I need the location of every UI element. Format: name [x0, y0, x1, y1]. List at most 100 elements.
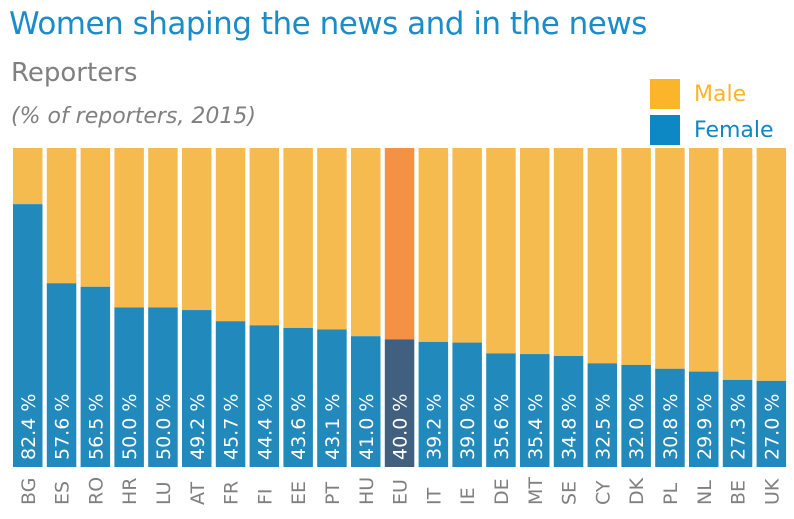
bar-female-it	[418, 341, 449, 467]
legend-swatch-female	[650, 115, 680, 145]
bar-male-at	[182, 148, 212, 311]
bar-female-de	[486, 353, 516, 467]
data-label: 27.0 %	[761, 394, 783, 460]
data-label: 45.7 %	[221, 394, 243, 460]
category-label: NL	[694, 480, 716, 505]
chart-title: Women shaping the news and in the news	[9, 6, 647, 42]
bar-female-hu	[351, 336, 381, 467]
bar-female-ro	[80, 286, 111, 467]
data-label: 35.6 %	[491, 394, 513, 460]
bar-female-ie	[452, 342, 482, 467]
bar-male-se	[553, 148, 584, 356]
data-label: 44.4 %	[254, 394, 276, 460]
category-label: EE	[288, 481, 310, 505]
bar-female-nl	[689, 371, 719, 467]
data-label: 56.5 %	[85, 394, 107, 460]
bar-male-ie	[452, 148, 482, 343]
category-label: BE	[728, 480, 750, 505]
bar-male-uk	[756, 148, 787, 381]
legend-label-male: Male	[694, 81, 747, 107]
data-label: 43.1 %	[322, 394, 344, 460]
bar-male-ee	[283, 148, 313, 328]
category-label: UK	[761, 478, 783, 505]
data-label: 57.6 %	[52, 394, 74, 460]
bar-female-hr	[114, 307, 144, 467]
category-label: IE	[457, 487, 479, 505]
legend: Male Female	[650, 76, 774, 148]
bar-female-mt	[520, 354, 550, 467]
category-label: FI	[254, 488, 276, 505]
category-label: ES	[52, 481, 74, 505]
data-label: 41.0 %	[356, 394, 378, 460]
data-label: 29.9 %	[694, 394, 716, 460]
bar-female-se	[553, 355, 584, 467]
data-label: 50.0 %	[153, 394, 175, 460]
bar-male-cy	[587, 148, 618, 364]
bar-male-lu	[148, 148, 178, 308]
data-label: 43.6 %	[288, 394, 310, 460]
chart-note: (% of reporters, 2015)	[11, 104, 256, 129]
data-label: 32.0 %	[626, 394, 648, 460]
data-label: 34.8 %	[559, 394, 581, 460]
bar-female-es	[46, 283, 77, 467]
bar-male-fi	[249, 148, 280, 326]
category-label: EU	[390, 479, 412, 505]
bar-female-pt	[317, 329, 347, 467]
bar-female-cy	[587, 363, 618, 467]
data-label: 32.5 %	[592, 394, 614, 460]
data-label: 30.8 %	[660, 394, 682, 460]
bar-male-de	[486, 148, 516, 354]
category-label: HU	[356, 477, 378, 505]
category-label: DK	[626, 477, 648, 505]
chart-subtitle: Reporters	[11, 58, 138, 88]
data-label: 49.2 %	[187, 394, 209, 460]
bar-male-pt	[317, 148, 347, 330]
category-label: CY	[592, 480, 614, 505]
bar-male-mt	[520, 148, 550, 355]
category-label: MT	[525, 477, 547, 505]
category-label: PT	[322, 482, 344, 505]
category-label: BG	[18, 478, 40, 505]
data-label: 40.0 %	[390, 394, 412, 460]
category-label: PL	[660, 483, 682, 505]
bar-female-eu	[384, 339, 415, 467]
bar-male-es	[46, 148, 77, 284]
bar-male-dk	[621, 148, 651, 365]
bar-female-be	[722, 379, 753, 467]
bar-male-fr	[215, 148, 246, 322]
bar-female-pl	[655, 368, 685, 467]
data-label: 39.0 %	[457, 394, 479, 460]
bar-male-pl	[655, 148, 685, 369]
bar-female-ee	[283, 327, 313, 467]
category-label: LU	[153, 481, 175, 505]
bar-male-be	[722, 148, 753, 380]
legend-item-female: Female	[650, 112, 774, 148]
bar-male-eu	[384, 148, 415, 340]
bar-female-dk	[621, 364, 651, 467]
category-label: AT	[187, 481, 209, 505]
bar-female-at	[182, 310, 212, 467]
data-label: 39.2 %	[423, 394, 445, 460]
bar-female-bg	[13, 204, 43, 468]
category-label: IT	[423, 487, 445, 505]
bar-male-ro	[80, 148, 111, 287]
data-label: 50.0 %	[119, 394, 141, 460]
bar-male-hr	[114, 148, 144, 308]
bar-male-hu	[351, 148, 381, 337]
bar-female-fr	[215, 321, 246, 467]
bar-male-nl	[689, 148, 719, 372]
bar-female-uk	[756, 380, 787, 467]
legend-item-male: Male	[650, 76, 774, 112]
category-label: HR	[119, 478, 141, 506]
legend-label-female: Female	[694, 117, 774, 143]
bar-male-bg	[13, 148, 43, 205]
category-label: SE	[559, 481, 581, 505]
bar-female-lu	[148, 307, 178, 467]
legend-swatch-male	[650, 79, 680, 109]
category-label: RO	[85, 477, 107, 505]
bar-female-fi	[249, 325, 280, 467]
data-label: 27.3 %	[728, 394, 750, 460]
category-label: FR	[221, 481, 243, 505]
